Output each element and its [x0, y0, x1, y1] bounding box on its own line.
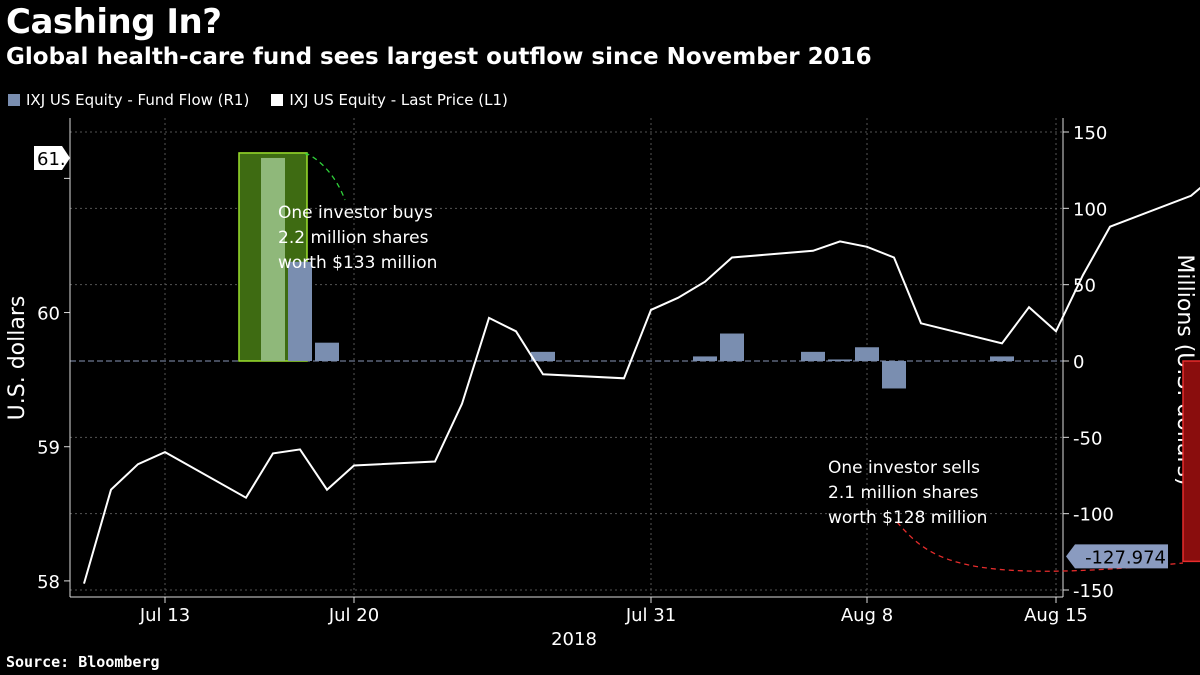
- sell-annotation-line-1: 2.1 million shares: [828, 483, 979, 503]
- x-tick-label-1: Jul 20: [328, 605, 379, 626]
- left-tick-label-0: 58: [37, 572, 60, 593]
- right-tick-label-0: 150: [1073, 123, 1107, 144]
- sell-annotation-line-0: One investor sells: [828, 458, 980, 478]
- x-tick-label-3: Aug 8: [841, 605, 893, 626]
- last-flow-tag-text: -127.974: [1085, 547, 1166, 568]
- left-tick-label-2: 60: [37, 304, 60, 325]
- last-price-tag-text: 61.: [37, 149, 66, 170]
- x-tick-label-0: Jul 13: [139, 605, 190, 626]
- legend-swatch-last-price: [271, 94, 284, 106]
- flow-bar-3: [531, 351, 555, 361]
- buy-annotation-line-2: worth $133 million: [278, 253, 437, 273]
- left-tick-label-1: 59: [37, 438, 60, 459]
- right-tick-label-5: -100: [1073, 505, 1114, 526]
- legend-swatch-fund-flow: [8, 94, 20, 106]
- price-line: [83, 186, 1200, 584]
- right-tick-label-1: 100: [1073, 199, 1107, 220]
- legend-item-fund-flow: IXJ US Equity - Fund Flow (R1): [8, 91, 249, 109]
- x-tick-label-4: Aug 15: [1024, 605, 1088, 626]
- right-tick-label-6: -150: [1073, 581, 1114, 602]
- sell-annotation-line-2: worth $128 million: [828, 508, 987, 528]
- source-note: Source: Bloomberg: [6, 653, 160, 671]
- sell-highlight-box: [1182, 360, 1200, 563]
- flow-bar-8: [855, 347, 879, 361]
- legend: IXJ US Equity - Fund Flow (R1) IXJ US Eq…: [8, 91, 508, 109]
- chart-subtitle: Global health-care fund sees largest out…: [6, 44, 872, 70]
- flow-bar-10: [990, 356, 1014, 361]
- flow-bar-1: [288, 261, 312, 361]
- flow-bar-5: [720, 333, 744, 361]
- legend-item-last-price: IXJ US Equity - Last Price (L1): [271, 91, 508, 109]
- buy-annotation-line-1: 2.2 million shares: [278, 228, 429, 248]
- flow-bar-9: [882, 361, 906, 389]
- last-flow-tag: [1066, 544, 1168, 569]
- x-tick-label-2: Jul 31: [625, 605, 676, 626]
- right-tick-label-4: -50: [1073, 428, 1102, 449]
- sell-connector: [896, 521, 1184, 572]
- buy-annotation-line-0: One investor buys: [278, 203, 433, 223]
- flow-bar-6: [801, 351, 825, 361]
- x-year-label: 2018: [551, 629, 597, 650]
- right-tick-label-2: 50: [1073, 276, 1096, 297]
- flow-bar-7: [828, 359, 852, 361]
- flow-bar-4: [693, 356, 717, 361]
- legend-label-fund-flow: IXJ US Equity - Fund Flow (R1): [26, 91, 250, 109]
- legend-label-last-price: IXJ US Equity - Last Price (L1): [289, 91, 508, 109]
- chart-title: Cashing In?: [6, 2, 222, 42]
- flow-bar-2: [315, 342, 339, 361]
- buy-connector: [305, 153, 346, 201]
- flow-bar-0: [261, 157, 285, 361]
- left-axis-title: U.S. dollars: [5, 296, 30, 421]
- right-tick-label-3: 0: [1073, 352, 1084, 373]
- last-price-tag: [34, 146, 70, 170]
